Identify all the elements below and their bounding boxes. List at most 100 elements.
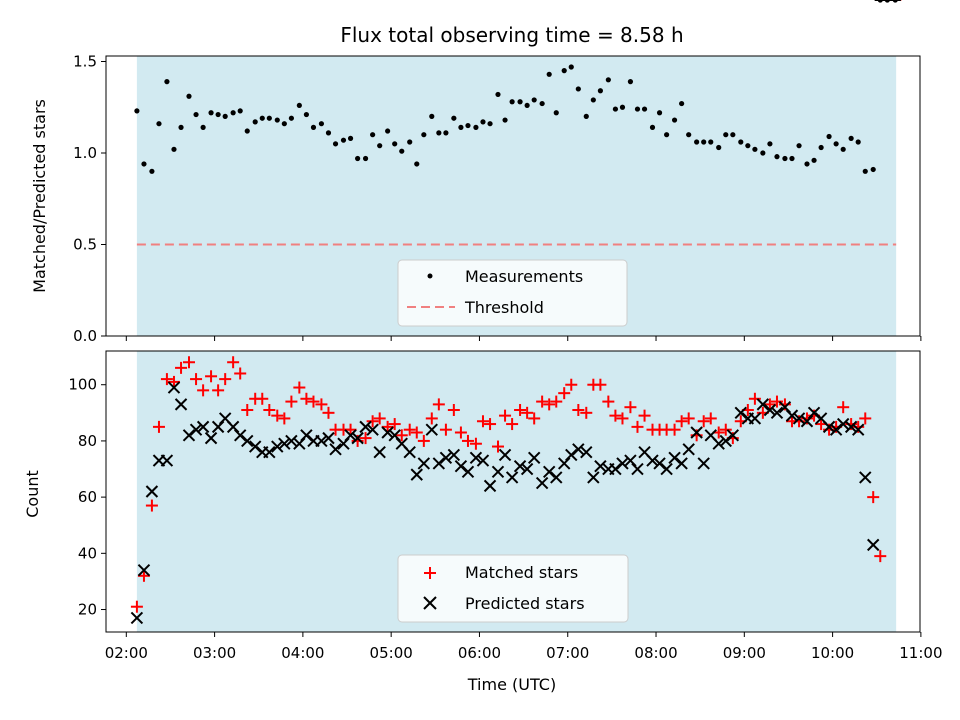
x-tick-label: 03:00: [193, 644, 236, 662]
matched-star-point: [454, 426, 467, 439]
measurement-point: [237, 108, 243, 114]
count-y-ticks: 20 40 60 80 100: [68, 376, 106, 619]
predicted-star-stroke: [439, 451, 453, 464]
predicted-star-point: [344, 429, 357, 442]
ratio-y-ticks: 0.0 0.5 1.0 1.5: [73, 52, 106, 345]
predicted-star-point: [505, 471, 519, 484]
predicted-star-point: [329, 443, 342, 456]
measurement-point: [332, 141, 339, 147]
legend-label-matched: Matched stars: [465, 563, 578, 582]
measurement-point: [281, 121, 287, 127]
measurement-point: [782, 155, 788, 162]
predicted-stars-points: [130, 0, 901, 625]
measurement-point: [377, 143, 383, 149]
matched-star-point: [219, 373, 232, 386]
measurement-point: [590, 97, 596, 103]
predicted-star-stroke: [300, 429, 313, 442]
matched-star-point: [476, 415, 489, 428]
predicted-star-stroke: [315, 434, 328, 448]
measurement-point: [266, 115, 272, 121]
measurement-point: [605, 77, 611, 83]
predicted-star-point: [373, 445, 386, 459]
matched-star-point: [234, 367, 247, 380]
predicted-star-stroke: [248, 440, 262, 453]
measurement-point: [723, 132, 729, 138]
measurement-point: [487, 121, 493, 127]
predicted-star-point: [719, 434, 732, 448]
matched-star-point: [167, 375, 180, 388]
measurement-point: [288, 115, 295, 121]
measurement-point: [708, 139, 714, 145]
measurement-point: [414, 161, 420, 167]
predicted-star-stroke: [638, 445, 651, 459]
predicted-star-stroke: [285, 434, 298, 448]
measurement-point: [193, 111, 199, 118]
predicted-star-point: [233, 429, 247, 442]
predicted-star-point: [248, 440, 262, 453]
predicted-star-point: [726, 429, 740, 442]
predicted-star-stroke: [174, 398, 188, 411]
predicted-star-stroke: [278, 437, 291, 450]
predicted-star-stroke: [763, 403, 777, 417]
measurement-point: [443, 130, 449, 136]
measurement-point: [215, 111, 221, 118]
predicted-star-stroke: [712, 437, 725, 450]
predicted-star-point: [867, 538, 880, 552]
legend-label-predicted: Predicted stars: [465, 594, 585, 613]
predicted-star-point: [196, 420, 210, 434]
matched-star-point: [521, 406, 534, 419]
predicted-star-point: [763, 403, 777, 417]
ratio-y-axis-label: Matched/Predicted stars: [30, 99, 49, 293]
predicted-star-stroke: [770, 406, 784, 420]
predicted-star-stroke: [822, 420, 836, 434]
predicted-star-point: [425, 423, 438, 436]
measurement-point: [141, 161, 147, 167]
measurement-point: [546, 71, 552, 77]
measurement-point: [641, 106, 648, 112]
measurement-point: [840, 146, 846, 152]
matched-star-point: [197, 384, 210, 397]
measurement-point: [347, 135, 354, 141]
matched-star-point: [874, 550, 887, 563]
matched-star-point: [417, 434, 430, 447]
measurement-point: [833, 141, 839, 147]
predicted-star-stroke: [498, 448, 512, 462]
measurement-point: [495, 91, 501, 98]
predicted-star-stroke: [542, 465, 556, 479]
measurement-point: [568, 64, 574, 70]
measurement-point: [796, 143, 802, 149]
predicted-star-point: [520, 462, 534, 476]
predicted-star-point: [527, 451, 541, 464]
count-legend: Matched stars Predicted stars: [397, 554, 629, 623]
predicted-star-point: [851, 423, 865, 436]
matched-star-point: [278, 412, 291, 425]
predicted-star-point: [145, 485, 159, 498]
predicted-star-stroke: [660, 462, 673, 476]
measurement-point: [318, 121, 325, 127]
measurement-point: [385, 128, 391, 134]
matched-star-point: [256, 392, 269, 405]
matched-star-point: [558, 387, 571, 400]
matched-star-point: [388, 418, 401, 431]
matched-star-point: [293, 381, 306, 394]
measurement-point: [156, 121, 162, 127]
matched-star-point: [682, 412, 695, 425]
x-tick-label: 08:00: [634, 644, 677, 662]
predicted-star-stroke: [513, 460, 527, 473]
predicted-star-stroke: [646, 454, 659, 467]
matched-star-point: [506, 418, 519, 431]
predicted-star-stroke: [417, 457, 431, 470]
ratio-panel: 0.0 0.5 1.0 1.5 Matched/Predicted stars Mea…: [30, 0, 922, 345]
predicted-star-stroke: [807, 406, 821, 420]
predicted-star-point: [631, 462, 644, 476]
measurement-point: [811, 157, 817, 163]
predicted-star-point: [483, 479, 497, 493]
matched-star-point: [322, 406, 335, 419]
matched-star-point: [152, 420, 165, 433]
predicted-star-stroke: [690, 426, 703, 439]
matched-star-point: [770, 395, 783, 408]
predicted-star-point: [271, 440, 284, 453]
measurement-point: [421, 132, 427, 138]
ratio-legend: Measurements Threshold: [397, 259, 628, 327]
measurement-point: [340, 137, 347, 143]
